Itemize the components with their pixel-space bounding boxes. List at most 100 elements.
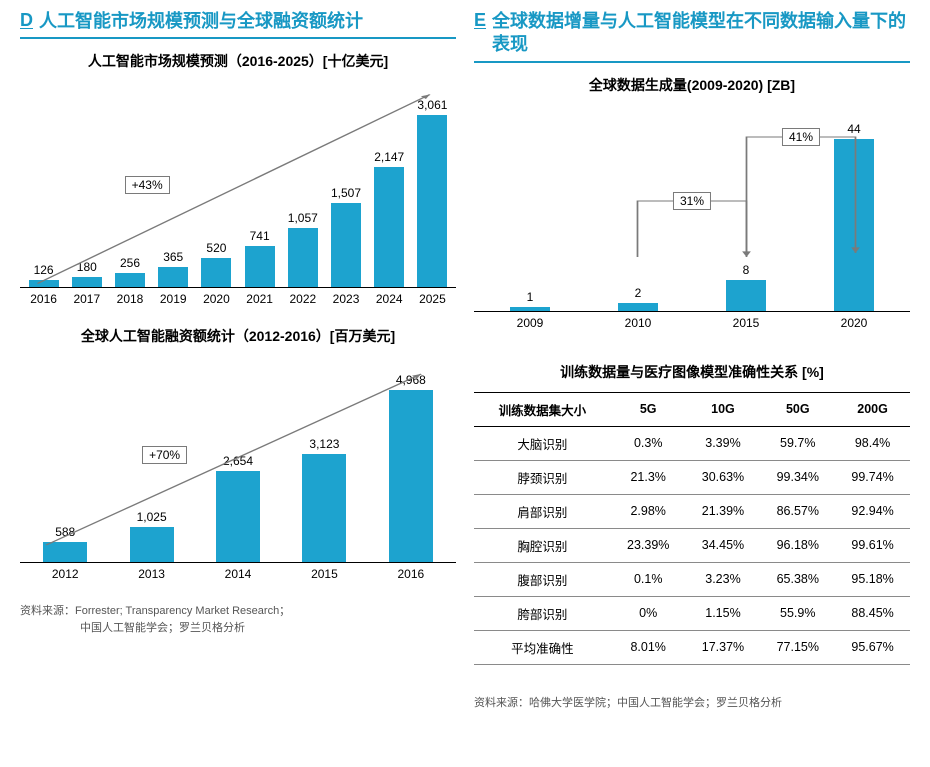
table-row: 胸腔识别23.39%34.45%96.18%99.61% [474, 528, 910, 562]
bar-value-label: 3,061 [417, 98, 447, 112]
x-axis-label: 2015 [281, 567, 367, 581]
bar-value-label: 256 [120, 256, 140, 270]
bar-value-label: 180 [77, 260, 97, 274]
table-cell: 0.3% [611, 426, 686, 460]
x-axis-label: 2016 [368, 567, 454, 581]
bar-value-label: 588 [55, 525, 75, 539]
bar [288, 228, 318, 287]
bar-value-label: 1,057 [288, 211, 318, 225]
table-row: 大脑识别0.3%3.39%59.7%98.4% [474, 426, 910, 460]
x-axis-label: 2020 [195, 292, 238, 306]
x-axis-label: 2009 [476, 316, 584, 330]
source-line: 中国人工智能学会；罗兰贝格分析 [20, 620, 456, 637]
x-axis-label: 2017 [65, 292, 108, 306]
table-cell: 65.38% [760, 562, 835, 596]
bar-value-label: 2,147 [374, 150, 404, 164]
table-header-cell: 50G [760, 392, 835, 426]
bar [201, 258, 231, 287]
bar [245, 246, 275, 288]
chart-global-data-volume: 全球数据生成量(2009-2020) [ZB] 1284420092010201… [474, 75, 910, 330]
chart-ai-market-forecast: 人工智能市场规模预测（2016-2025）[十亿美元] 126 180 256 365… [20, 51, 456, 306]
table-cell: 98.4% [835, 426, 910, 460]
table-cell: 55.9% [760, 596, 835, 630]
x-axis-label: 2016 [22, 292, 65, 306]
x-axis-label: 2010 [584, 316, 692, 330]
table-cell: 腹部识别 [474, 562, 611, 596]
table-cell: 59.7% [760, 426, 835, 460]
growth-rate-label: 31% [673, 192, 711, 210]
right-column: E 全球数据增量与人工智能模型在不同数据输入量下的表现 全球数据生成量(2009… [474, 10, 910, 711]
bar [510, 307, 550, 311]
table-cell: 21.3% [611, 460, 686, 494]
table-title: 训练数据量与医疗图像模型准确性关系 [%] [474, 362, 910, 382]
bar [726, 280, 766, 311]
chart-title: 全球数据生成量(2009-2020) [ZB] [474, 75, 910, 95]
bar-value-label: 2 [635, 286, 642, 300]
x-axis-label: 2022 [281, 292, 324, 306]
growth-rate-label: +43% [125, 176, 170, 194]
x-axis-label: 2024 [368, 292, 411, 306]
table-header-cell: 5G [611, 392, 686, 426]
table-cell: 8.01% [611, 630, 686, 664]
bar [216, 471, 260, 563]
table-cell: 1.15% [686, 596, 761, 630]
chart-ai-funding: 全球人工智能融资额统计（2012-2016）[百万美元] 5881,0252,6… [20, 326, 456, 581]
bar-value-label: 44 [847, 122, 860, 136]
table-cell: 92.94% [835, 494, 910, 528]
bar [389, 390, 433, 562]
chart-title: 全球人工智能融资额统计（2012-2016）[百万美元] [20, 326, 456, 346]
table-cell: 77.15% [760, 630, 835, 664]
section-header-e: E 全球数据增量与人工智能模型在不同数据输入量下的表现 [474, 10, 910, 63]
table-cell: 86.57% [760, 494, 835, 528]
bar [29, 280, 59, 287]
table-cell: 99.74% [835, 460, 910, 494]
table-cell: 脖颈识别 [474, 460, 611, 494]
left-column: D 人工智能市场规模预测与全球融资额统计 人工智能市场规模预测（2016-202… [20, 10, 456, 711]
accuracy-table: 训练数据集大小5G10G50G200G大脑识别0.3%3.39%59.7%98.… [474, 392, 910, 665]
table-cell: 23.39% [611, 528, 686, 562]
sources-left: 资料来源：Forrester; Transparency Market Rese… [20, 603, 456, 636]
growth-rate-label: +70% [142, 446, 187, 464]
bar-value-label: 8 [743, 263, 750, 277]
source-line: 资料来源：哈佛大学医学院；中国人工智能学会；罗兰贝格分析 [474, 695, 910, 712]
table-header-cell: 10G [686, 392, 761, 426]
x-axis-label: 2021 [238, 292, 281, 306]
table-row: 胯部识别0%1.15%55.9%88.45% [474, 596, 910, 630]
table-cell: 0.1% [611, 562, 686, 596]
bar [72, 277, 102, 287]
table-cell: 2.98% [611, 494, 686, 528]
table-cell: 胯部识别 [474, 596, 611, 630]
table-cell: 95.67% [835, 630, 910, 664]
table-cell: 96.18% [760, 528, 835, 562]
x-axis-label: 2013 [108, 567, 194, 581]
growth-rate-label: 41% [782, 128, 820, 146]
section-title: 全球数据增量与人工智能模型在不同数据输入量下的表现 [492, 10, 910, 57]
table-cell: 21.39% [686, 494, 761, 528]
x-axis-label: 2025 [411, 292, 454, 306]
bar-value-label: 365 [163, 250, 183, 264]
table-cell: 34.45% [686, 528, 761, 562]
bar [115, 273, 145, 287]
x-axis-label: 2019 [152, 292, 195, 306]
table-header-cell: 200G [835, 392, 910, 426]
bar [43, 542, 87, 562]
chart-title: 人工智能市场规模预测（2016-2025）[十亿美元] [20, 51, 456, 71]
table-cell: 肩部识别 [474, 494, 611, 528]
x-axis-label: 2015 [692, 316, 800, 330]
bar-value-label: 741 [250, 229, 270, 243]
table-cell: 88.45% [835, 596, 910, 630]
table-row: 平均准确性8.01%17.37%77.15%95.67% [474, 630, 910, 664]
x-axis-label: 2023 [324, 292, 367, 306]
table-cell: 99.61% [835, 528, 910, 562]
bar [302, 454, 346, 562]
table-cell: 30.63% [686, 460, 761, 494]
bar-value-label: 1,507 [331, 186, 361, 200]
bar-value-label: 126 [34, 263, 54, 277]
bar-value-label: 3,123 [309, 437, 339, 451]
bar [417, 115, 447, 287]
bar-value-label: 4,968 [396, 373, 426, 387]
bar [618, 303, 658, 311]
section-letter: D [20, 10, 33, 31]
table-cell: 17.37% [686, 630, 761, 664]
x-axis-label: 2020 [800, 316, 908, 330]
